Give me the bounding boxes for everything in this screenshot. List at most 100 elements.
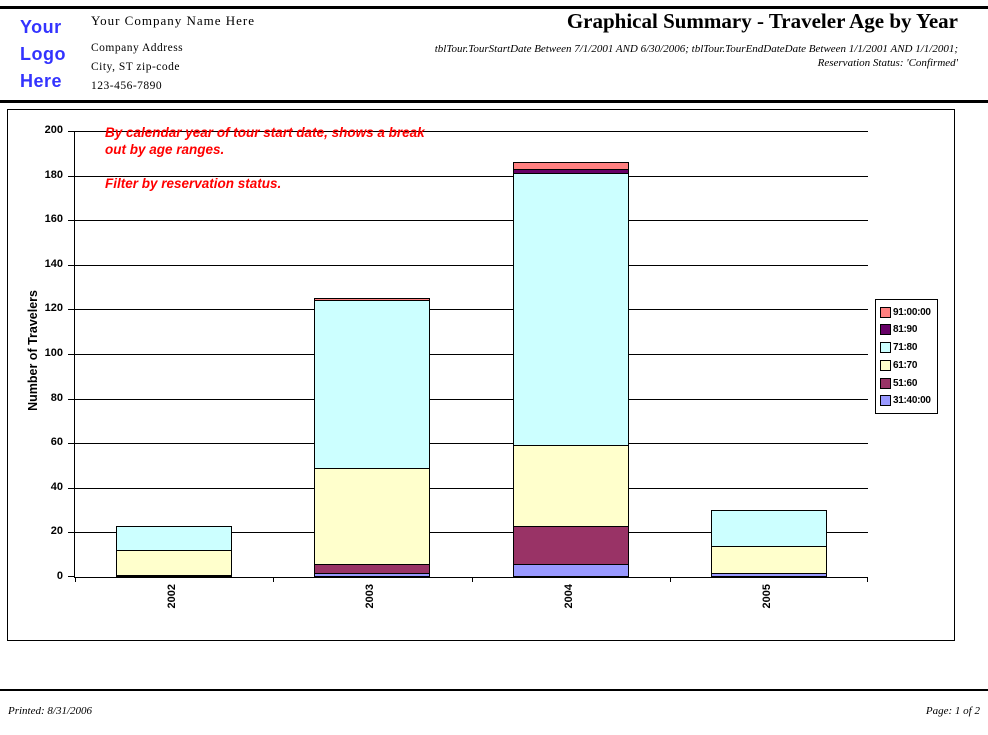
y-axis-tick-label: 0 [56, 570, 63, 582]
legend-swatch [880, 306, 891, 318]
bar-2005 [711, 131, 827, 577]
legend-item: 61:70 [880, 359, 937, 371]
y-axis-tick [68, 220, 75, 221]
y-axis-tick-label: 180 [44, 169, 63, 181]
bar-segment-61:70 [116, 550, 232, 576]
legend-label: 71:80 [893, 342, 918, 354]
y-axis-tick-label: 160 [44, 213, 63, 225]
x-axis-tick [75, 577, 76, 582]
y-axis-tick [68, 532, 75, 533]
footer-rule [0, 689, 988, 691]
y-axis-tick-label: 120 [44, 302, 63, 314]
legend-label: 31:40:00 [893, 395, 931, 407]
company-name: Your Company Name Here [91, 13, 256, 28]
y-axis-tick [68, 443, 75, 444]
logo-line: Your [20, 17, 62, 37]
x-axis-tick [670, 577, 671, 582]
gridline [75, 532, 868, 533]
bar-segment-71:80 [314, 300, 430, 469]
x-axis-tick [273, 577, 274, 582]
y-axis-tick [68, 265, 75, 266]
y-axis-tick-label: 20 [50, 525, 63, 537]
y-axis-tick [68, 576, 75, 577]
annotation-text: Filter by reservation status. [105, 176, 282, 191]
legend-item: 51:60 [880, 377, 937, 389]
bar-segment-91:00:00 [314, 298, 430, 301]
chart-legend: 91:00:00 81:90 71:80 61:70 51:60 31:40:00 [875, 299, 938, 414]
y-axis-tick [68, 488, 75, 489]
gridline [75, 131, 868, 132]
gridline [75, 488, 868, 489]
company-address: Company Address [91, 42, 184, 54]
x-axis-label: 2004 [563, 584, 575, 609]
gridline [75, 399, 868, 400]
bar-2002 [116, 131, 232, 577]
bar-segment-31:40:00 [513, 564, 629, 577]
chart-annotation: By calendar year of tour start date, sho… [105, 124, 427, 192]
legend-label: 91:00:00 [893, 306, 931, 318]
y-axis-tick-label: 200 [44, 124, 63, 136]
legend-item: 91:00:00 [880, 306, 937, 318]
y-axis-tick [68, 354, 75, 355]
report-title: Graphical Summary - Traveler Age by Year [566, 9, 958, 33]
plot-area: 0 20 40 60 80 100 120 140 160 180 200 2002 2003 2004 2… [45, 124, 868, 608]
annotation-text: By calendar year of tour start date, sho… [105, 125, 425, 157]
x-axis-label: 2003 [364, 584, 376, 609]
criteria-line: tblTour.TourStartDate Between 7/1/2001 A… [434, 43, 958, 55]
company-logo: Your Logo Here [20, 14, 66, 95]
y-axis-tick [68, 176, 75, 177]
company-info: Company Address City, ST zip-code 123-45… [91, 39, 183, 96]
x-axis-label: 2005 [761, 584, 773, 609]
legend-swatch [880, 359, 891, 371]
bar-segment-61:70 [314, 468, 430, 565]
company-phone: 123-456-7890 [91, 80, 163, 92]
legend-item: 81:90 [880, 324, 937, 336]
logo-line: Logo [20, 44, 66, 64]
report-criteria: tblTour.TourStartDate Between 7/1/2001 A… [435, 42, 958, 70]
x-axis-tick [472, 577, 473, 582]
legend-label: 61:70 [893, 359, 918, 371]
gridline [75, 176, 868, 177]
y-axis-tick-label: 140 [44, 258, 63, 270]
bar-2004 [513, 131, 629, 577]
y-axis-tick-label: 100 [44, 347, 63, 359]
bar-segment-51:60 [513, 526, 629, 565]
gridline [75, 443, 868, 444]
gridline [75, 265, 868, 266]
legend-swatch [880, 324, 891, 336]
gridline [75, 220, 868, 221]
footer-page-number: Page: 1 of 2 [925, 705, 980, 717]
y-axis-tick-label: 40 [50, 481, 63, 493]
bar-segment-71:80 [711, 510, 827, 547]
x-axis-tick [867, 577, 868, 582]
y-axis-tick [68, 131, 75, 132]
gridline [75, 354, 868, 355]
bar-segment-51:60 [314, 564, 430, 574]
bar-2003 [314, 131, 430, 577]
logo-line: Here [20, 71, 63, 91]
bar-segment-71:80 [116, 526, 232, 551]
legend-swatch [880, 395, 891, 407]
legend-label: 81:90 [893, 324, 918, 336]
bar-segment-71:80 [513, 173, 629, 446]
legend-item: 31:40:00 [880, 395, 937, 407]
top-rule [0, 6, 988, 9]
company-city: City, ST zip-code [91, 61, 180, 73]
y-axis-tick [68, 309, 75, 310]
footer-printed-date: Printed: 8/31/2006 [8, 705, 93, 717]
y-axis-tick-label: 80 [50, 392, 63, 404]
legend-item: 71:80 [880, 342, 937, 354]
legend-swatch [880, 377, 891, 389]
y-axis-tick [68, 399, 75, 400]
legend-swatch [880, 342, 891, 354]
bar-segment-61:70 [711, 546, 827, 574]
legend-label: 51:60 [893, 377, 918, 389]
gridline [75, 309, 868, 310]
criteria-line: Reservation Status: 'Confirmed' [817, 57, 958, 69]
x-axis-label: 2002 [166, 584, 178, 609]
header-rule [0, 100, 988, 103]
y-axis-title: Number of Travelers [26, 290, 40, 411]
y-axis-tick-label: 60 [50, 436, 63, 448]
bar-segment-61:70 [513, 445, 629, 527]
